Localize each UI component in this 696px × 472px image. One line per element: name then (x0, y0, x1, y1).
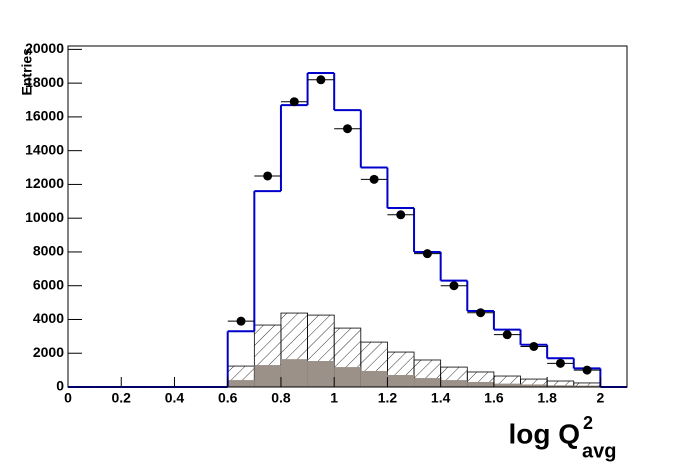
y-tick-label: 4000 (33, 310, 64, 326)
data-point (555, 358, 565, 368)
x-tick-label: 0.6 (218, 390, 238, 406)
data-point (236, 316, 246, 326)
x-tick-label: 0.4 (165, 390, 185, 406)
filled-bar (280, 359, 308, 387)
x-tick-label: 0.2 (112, 390, 132, 406)
x-tick-label: 1.4 (431, 390, 451, 406)
data-point (396, 210, 406, 220)
filled-bar (387, 375, 415, 387)
x-tick-label: 2 (596, 390, 604, 406)
filled-bar (440, 380, 468, 387)
x-tick-label: 1 (330, 390, 338, 406)
data-point (449, 281, 459, 291)
data-point (582, 365, 592, 375)
x-tick-label: 1.6 (484, 390, 504, 406)
y-tick-label: 0 (56, 378, 64, 394)
data-point (529, 341, 539, 351)
y-tick-label: 18000 (25, 74, 64, 90)
filled-bar (307, 361, 335, 387)
filled-bar (573, 385, 601, 387)
y-tick-label: 14000 (25, 141, 64, 157)
filled-bar (493, 383, 521, 387)
y-tick-label: 20000 (25, 40, 64, 56)
y-tick-label: 16000 (25, 108, 64, 124)
x-tick-label: 0 (64, 390, 72, 406)
y-tick-label: 12000 (25, 175, 64, 191)
y-tick-label: 6000 (33, 276, 64, 292)
filled-bar (254, 365, 281, 387)
y-tick-label: 2000 (33, 344, 64, 360)
filled-bar (414, 378, 441, 387)
data-point (316, 75, 326, 85)
x-axis-title-sup: 2 (583, 413, 593, 433)
filled-bar (467, 381, 494, 387)
filled-bar (360, 370, 388, 387)
y-tick-label: 10000 (25, 209, 64, 225)
data-point (422, 249, 432, 259)
x-axis-title: log Q (508, 418, 580, 449)
filled-bar (520, 384, 548, 387)
filled-bar (547, 385, 574, 387)
x-tick-label: 0.8 (271, 390, 291, 406)
x-axis-title-sub: avg (582, 440, 616, 462)
filled-bar (227, 380, 255, 387)
filled-bar (334, 367, 361, 387)
data-point (289, 97, 299, 107)
data-point (369, 174, 379, 184)
plot-frame (67, 45, 628, 388)
x-tick-label: 1.8 (537, 390, 557, 406)
data-point (343, 124, 352, 134)
data-point (502, 330, 512, 340)
y-axis-title: Entries (19, 48, 35, 96)
data-point (476, 308, 486, 318)
data-point (263, 171, 273, 181)
y-tick-label: 8000 (33, 243, 64, 259)
x-tick-label: 1.2 (378, 390, 398, 406)
